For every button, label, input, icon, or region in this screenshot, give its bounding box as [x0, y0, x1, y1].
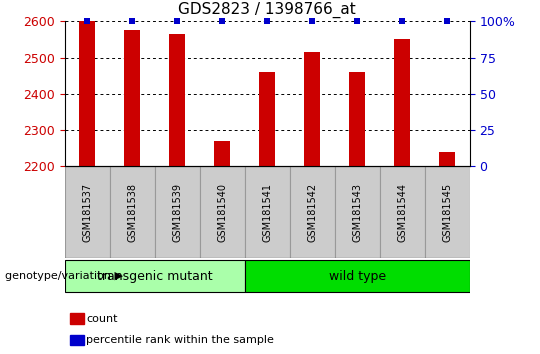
Title: GDS2823 / 1398766_at: GDS2823 / 1398766_at	[178, 2, 356, 18]
Text: GSM181544: GSM181544	[397, 183, 407, 242]
Bar	[155, 166, 200, 258]
Text: genotype/variation ▶: genotype/variation ▶	[5, 271, 124, 281]
Text: GSM181543: GSM181543	[352, 183, 362, 242]
Bar	[380, 166, 425, 258]
Bar	[290, 166, 335, 258]
Text: percentile rank within the sample: percentile rank within the sample	[86, 335, 274, 345]
Bar	[259, 72, 275, 166]
Bar	[425, 166, 470, 258]
Text: GSM181545: GSM181545	[442, 183, 453, 242]
Text: count: count	[86, 314, 118, 324]
Bar	[305, 52, 320, 166]
Bar	[245, 166, 290, 258]
Text: GSM181539: GSM181539	[172, 183, 183, 242]
Bar	[124, 30, 140, 166]
Text: wild type: wild type	[329, 270, 386, 282]
Bar	[65, 166, 110, 258]
Text: GSM181537: GSM181537	[82, 183, 92, 242]
Bar	[394, 39, 410, 166]
Bar	[79, 21, 95, 166]
Text: GSM181541: GSM181541	[262, 183, 272, 242]
Bar	[200, 166, 245, 258]
Text: GSM181538: GSM181538	[127, 183, 137, 242]
Bar	[349, 72, 365, 166]
Text: GSM181540: GSM181540	[217, 183, 227, 242]
Bar	[335, 166, 380, 258]
Text: transgenic mutant: transgenic mutant	[97, 270, 213, 282]
Bar	[245, 260, 470, 292]
Bar	[65, 260, 245, 292]
Bar	[170, 34, 185, 166]
Text: GSM181542: GSM181542	[307, 183, 318, 242]
Bar	[110, 166, 155, 258]
Bar	[440, 152, 455, 166]
Bar	[214, 141, 230, 166]
